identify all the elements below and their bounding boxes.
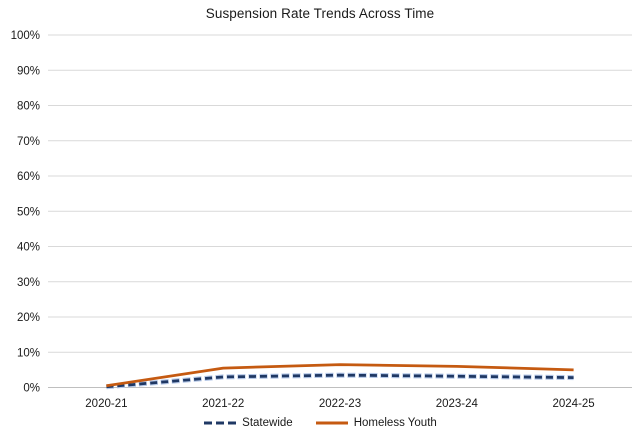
y-axis-tick-label: 90%: [17, 65, 40, 77]
chart-legend: Statewide Homeless Youth: [0, 417, 640, 429]
y-axis-tick-label: 20%: [17, 312, 40, 324]
y-axis-tick-label: 80%: [17, 101, 40, 113]
y-axis-tick-label: 100%: [11, 30, 40, 42]
x-axis-category-label: 2021-22: [202, 398, 244, 410]
x-axis-category-label: 2023-24: [436, 398, 479, 410]
x-axis-category-label: 2022-23: [319, 398, 361, 410]
legend-swatch-homeless-youth-icon: [315, 421, 348, 425]
legend-swatch-statewide-icon: [204, 421, 237, 425]
x-axis-category-label: 2020-21: [85, 398, 127, 410]
legend-item-statewide: Statewide: [203, 417, 293, 429]
legend-label: Statewide: [242, 417, 293, 429]
chart-title: Suspension Rate Trends Across Time: [205, 6, 435, 21]
y-axis-tick-label: 0%: [23, 383, 40, 395]
y-axis-tick-label: 70%: [17, 136, 40, 148]
y-axis-tick-label: 40%: [17, 242, 40, 254]
y-axis-tick-label: 50%: [17, 206, 40, 218]
legend-label: Homeless Youth: [353, 417, 437, 429]
y-axis-tick-label: 10%: [17, 347, 40, 359]
series-line-statewide: [106, 373, 574, 389]
y-axis-tick-label: 60%: [17, 171, 40, 183]
series-line-homeless-youth: [106, 363, 574, 388]
y-axis-tick-label: 30%: [17, 277, 40, 289]
x-axis-category-label: 2024-25: [552, 398, 594, 410]
legend-item-homeless-youth: Homeless Youth: [315, 417, 437, 429]
